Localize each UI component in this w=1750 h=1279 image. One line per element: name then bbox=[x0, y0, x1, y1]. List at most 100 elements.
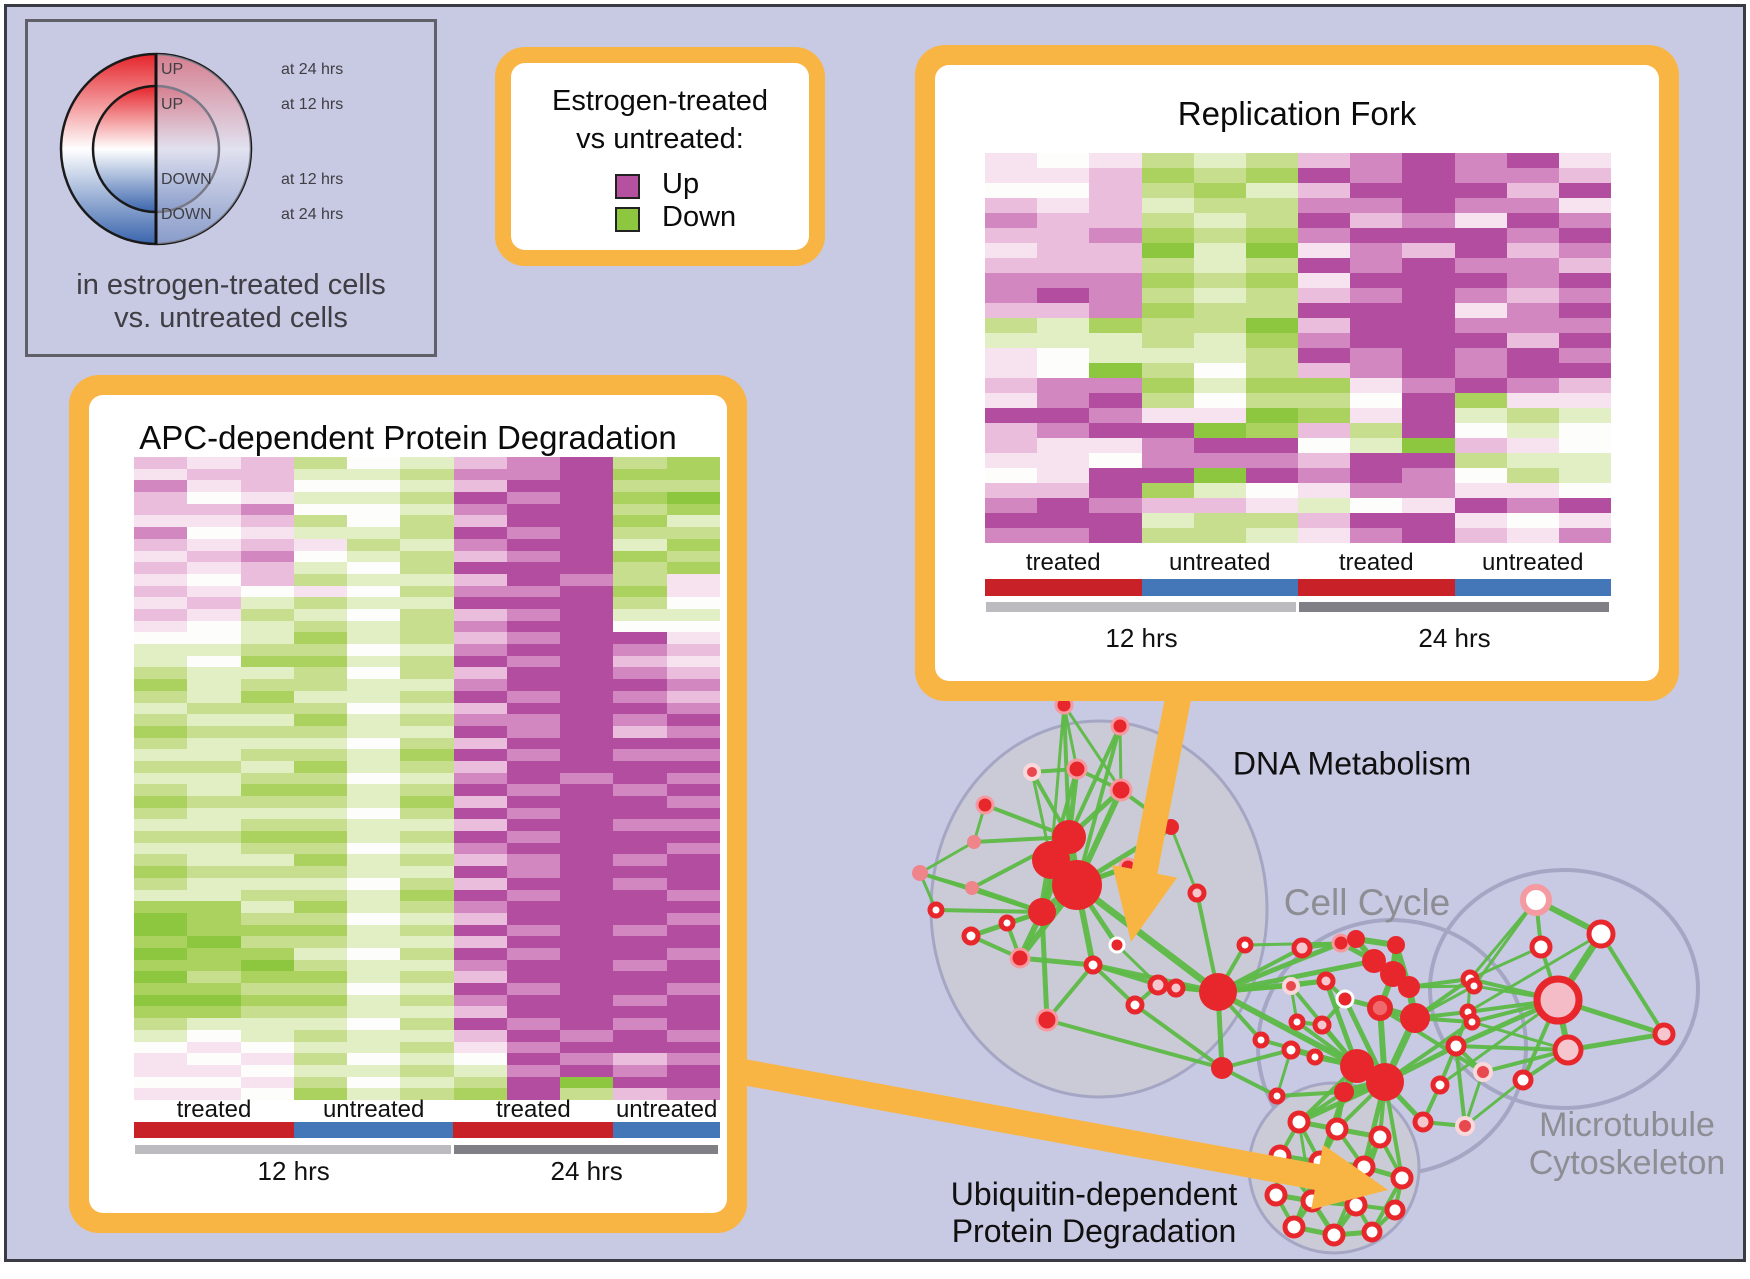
heat-cell bbox=[613, 550, 667, 563]
heat-cell bbox=[666, 527, 720, 539]
heat-cell bbox=[985, 393, 1038, 408]
heat-cell bbox=[240, 679, 294, 691]
heat-cell bbox=[1506, 153, 1559, 168]
heat-cell bbox=[347, 842, 401, 855]
heat-cell bbox=[506, 784, 561, 797]
apc-hour-bars bbox=[134, 1145, 720, 1154]
heat-cell bbox=[666, 597, 720, 609]
heat-cell bbox=[347, 819, 401, 832]
heat-cell bbox=[400, 550, 454, 563]
edge bbox=[1463, 1078, 1525, 1128]
heat-cell bbox=[347, 573, 401, 586]
heat-cell bbox=[1350, 513, 1403, 528]
heat-cell bbox=[187, 866, 241, 878]
heat-cell bbox=[1089, 423, 1142, 438]
heat-cell bbox=[240, 971, 294, 984]
heat-cell bbox=[293, 831, 348, 843]
heat-cell bbox=[1350, 333, 1403, 348]
ubiquitin-label: Ubiquitin-dependent Protein Degradation bbox=[950, 1176, 1238, 1249]
heat-cell bbox=[506, 527, 561, 539]
heat-cell bbox=[134, 620, 188, 633]
heat-cell bbox=[506, 936, 561, 949]
heat-cell bbox=[613, 807, 667, 820]
heat-cell bbox=[453, 983, 507, 995]
heat-cell bbox=[1402, 438, 1455, 453]
heat-cell bbox=[1298, 513, 1351, 528]
heat-cell bbox=[985, 228, 1038, 243]
heat-cell bbox=[240, 749, 294, 761]
heat-cell bbox=[560, 807, 614, 820]
heat-cell bbox=[560, 948, 614, 960]
heat-cell bbox=[985, 213, 1038, 228]
ring-caption-line1: in estrogen-treated cells bbox=[76, 269, 386, 301]
heat-cell bbox=[453, 503, 507, 516]
heat-cell bbox=[240, 492, 294, 504]
heat-cell bbox=[293, 1088, 348, 1100]
ring-caption-line2: vs. untreated cells bbox=[114, 302, 348, 334]
heat-cell bbox=[187, 901, 241, 913]
heat-cell bbox=[506, 562, 561, 574]
heat-cell bbox=[400, 585, 454, 598]
heat-cell bbox=[560, 784, 614, 797]
untreated-bar bbox=[293, 1122, 454, 1138]
heat-cell bbox=[1245, 183, 1298, 198]
heat-cell bbox=[1193, 153, 1246, 168]
heat-cell bbox=[187, 714, 241, 726]
heat-cell bbox=[453, 515, 507, 528]
gene-node bbox=[1398, 976, 1420, 998]
heat-cell bbox=[1245, 318, 1298, 333]
heat-cell bbox=[187, 737, 241, 750]
heat-cell bbox=[1037, 453, 1090, 468]
heat-cell bbox=[400, 807, 454, 820]
heat-cell bbox=[293, 819, 348, 832]
heat-cell bbox=[134, 784, 188, 797]
heat-cell bbox=[613, 1029, 667, 1042]
gene-node bbox=[1066, 758, 1088, 780]
gene-node bbox=[927, 901, 945, 919]
heat-cell bbox=[187, 772, 241, 785]
replication-hour-labels: 12 hrs 24 hrs bbox=[985, 623, 1611, 653]
heat-cell bbox=[613, 1064, 667, 1077]
updown-title-line1: Estrogen-treated bbox=[551, 85, 768, 117]
heat-cell bbox=[666, 550, 720, 563]
heat-cell bbox=[666, 632, 720, 645]
heat-cell bbox=[134, 1006, 188, 1019]
heat-cell bbox=[666, 901, 720, 913]
heat-cell bbox=[240, 760, 294, 773]
hour-label: 12 hrs bbox=[257, 1156, 330, 1186]
heat-cell bbox=[293, 725, 348, 738]
heat-cell bbox=[1558, 438, 1611, 453]
heat-cell bbox=[613, 725, 667, 738]
heat-cell bbox=[134, 573, 188, 586]
heat-cell bbox=[1402, 183, 1455, 198]
heat-cell bbox=[293, 597, 348, 609]
heat-cell bbox=[134, 819, 188, 832]
heat-cell bbox=[134, 948, 188, 960]
heat-cell bbox=[506, 608, 561, 621]
heat-cell bbox=[134, 702, 188, 715]
heat-cell bbox=[453, 714, 507, 726]
heat-cell bbox=[293, 807, 348, 820]
up-label: Up bbox=[662, 168, 700, 200]
heat-cell bbox=[134, 503, 188, 516]
heat-cell bbox=[240, 480, 294, 493]
heat-cell bbox=[666, 690, 720, 703]
heat-cell bbox=[1298, 168, 1351, 183]
heat-cell bbox=[613, 749, 667, 761]
heat-cell bbox=[187, 515, 241, 528]
heat-cell bbox=[453, 819, 507, 832]
heat-cell bbox=[453, 690, 507, 703]
heat-cell bbox=[1402, 453, 1455, 468]
edge bbox=[1091, 963, 1137, 1007]
heat-cell bbox=[1350, 408, 1403, 423]
heat-cell bbox=[1402, 258, 1455, 273]
heat-cell bbox=[613, 936, 667, 949]
heat-cell bbox=[293, 492, 348, 504]
heat-cell bbox=[613, 620, 667, 633]
heat-cell bbox=[1141, 423, 1194, 438]
heat-cell bbox=[293, 1006, 348, 1019]
heat-cell bbox=[1141, 408, 1194, 423]
heat-cell bbox=[506, 1053, 561, 1065]
heat-cell bbox=[666, 912, 720, 925]
heat-cell bbox=[453, 457, 507, 469]
